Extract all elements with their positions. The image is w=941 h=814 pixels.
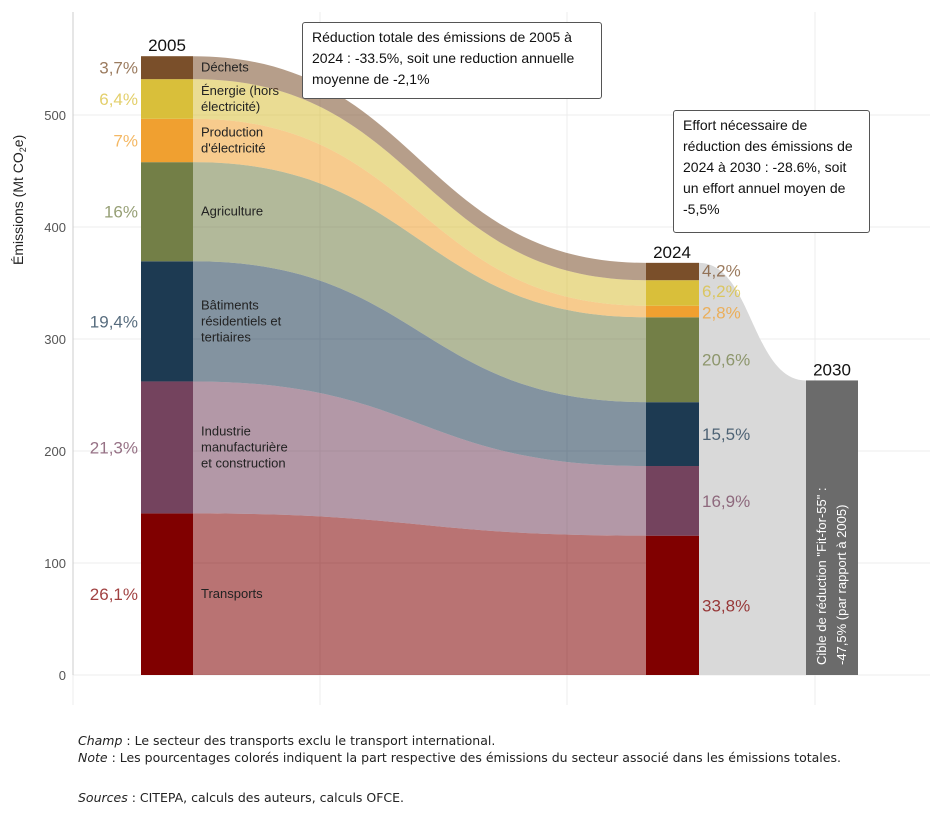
flow-band-0 [193, 513, 646, 675]
footnote-champ: Champ : Le secteur des transports exclu … [78, 732, 918, 749]
footnote-sources-text: : CITEPA, calculs des auteurs, calculs O… [127, 790, 405, 805]
sector-label-1: Industrie manufacturière et construction [201, 423, 288, 470]
pct-2024-6: 4,2% [702, 262, 741, 281]
pct-2024-4: 2,8% [702, 304, 741, 323]
bar-2005-segment-0 [141, 513, 193, 675]
pct-2024-3: 20,6% [702, 351, 750, 370]
footnote-sources: Sources : CITEPA, calculs des auteurs, c… [78, 789, 918, 806]
pct-2005-0: 26,1% [90, 585, 138, 604]
bar-2024-segment-2 [646, 402, 699, 467]
pct-2005-2: 19,4% [90, 312, 138, 331]
pct-2024-1: 16,9% [702, 492, 750, 511]
flow-band-5 [193, 79, 646, 306]
flow-band-2 [193, 261, 646, 467]
y-tick-label: 500 [44, 108, 66, 123]
year-label-2005: 2005 [148, 36, 186, 55]
bar-2005-segment-5 [141, 79, 193, 119]
sector-label-2: Bâtiments résidentiels et tertiaires [201, 297, 282, 344]
bar-2005-segment-4 [141, 118, 193, 163]
annotation-effort-2024-2030: Effort nécessaire de réduction des émiss… [673, 110, 870, 233]
pct-2024-2: 15,5% [702, 425, 750, 444]
bar-2030-target [806, 380, 858, 675]
bar-2024-segment-0 [646, 535, 699, 675]
emissions-chart: 0 100 200 300 400 500 Émissions (Mt CO2e) 26,1%… [10, 12, 930, 705]
year-label-2024: 2024 [653, 243, 691, 262]
sector-label-0: Transports [201, 586, 263, 601]
bar-2024-segment-4 [646, 305, 699, 318]
pct-2024-0: 33,8% [702, 596, 750, 615]
target-label: Cible de réduction "Fit-for-55" : -47,5% … [814, 487, 849, 665]
footnote-champ-text: : Le secteur des transports exclu le tra… [122, 733, 496, 748]
bar-2005-segment-6 [141, 56, 193, 80]
bar-2005-segment-3 [141, 162, 193, 262]
footnote-note: Note : Les pourcentages colorés indiquen… [78, 749, 918, 766]
year-label-2030: 2030 [813, 360, 851, 379]
y-tick-label: 200 [44, 444, 66, 459]
pct-2005-6: 3,7% [99, 59, 138, 78]
y-tick-label: 400 [44, 220, 66, 235]
pct-2005-1: 21,3% [90, 438, 138, 457]
y-tick-label: 300 [44, 332, 66, 347]
pct-2005-3: 16% [104, 203, 138, 222]
sector-label-3: Agriculture [201, 204, 263, 219]
flow-band-1 [193, 381, 646, 536]
bar-2005-segment-1 [141, 381, 193, 514]
sector-label-4: Production d'électricité [201, 124, 266, 155]
annotation-reduction-2005-2024: Réduction totale des émissions de 2005 à… [302, 22, 602, 99]
sector-label-6: Déchets [201, 60, 249, 75]
pct-2005-5: 6,4% [99, 90, 138, 109]
flow-band-3 [193, 162, 646, 403]
bar-2024-segment-6 [646, 262, 699, 281]
sector-label-5: Énergie (hors électricité) [201, 83, 280, 114]
footnote-note-text: : Les pourcentages colorés indiquent la … [107, 750, 841, 765]
pct-2024-5: 6,2% [702, 282, 741, 301]
y-tick-label: 100 [44, 556, 66, 571]
y-tick-label: 0 [59, 668, 66, 683]
bar-2024-segment-5 [646, 280, 699, 306]
bar-2024-segment-3 [646, 317, 699, 403]
pct-2005-4: 7% [113, 131, 138, 150]
footnote-sources-label: Sources [78, 790, 128, 805]
bar-2005-segment-2 [141, 261, 193, 382]
flow-band-4 [193, 118, 646, 318]
target-gap-band [699, 262, 806, 675]
footnote-note-label: Note [78, 750, 108, 765]
footnote-champ-label: Champ [78, 733, 123, 748]
y-axis-title: Émissions (Mt CO2e) [10, 135, 28, 265]
flow-band-6 [193, 56, 646, 281]
bar-2024-segment-1 [646, 466, 699, 536]
